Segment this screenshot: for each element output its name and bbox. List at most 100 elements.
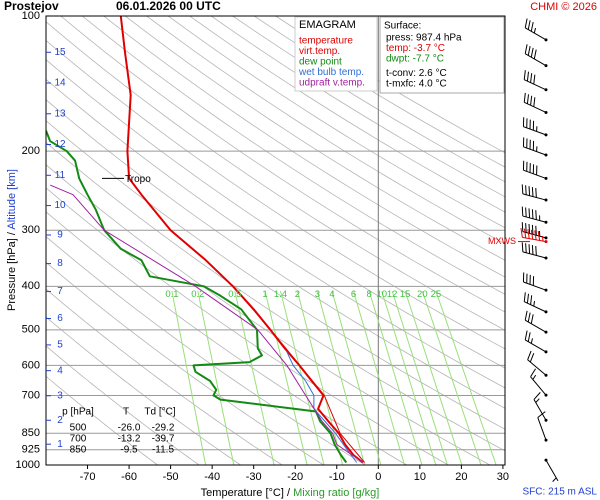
dry-adiabat <box>210 16 505 198</box>
mixing-ratio-label: 20 <box>417 289 428 300</box>
barb <box>521 242 524 252</box>
barb <box>524 330 528 341</box>
table-cell: 700 <box>70 434 87 445</box>
barb <box>525 185 527 195</box>
barb-station <box>544 310 548 314</box>
altitude-label: 15 <box>54 47 66 58</box>
dry-adiabat <box>46 21 505 331</box>
wind-barb <box>522 272 548 292</box>
half-barb <box>535 398 540 403</box>
barb <box>523 228 527 239</box>
mixing-ratio-label: 1.4 <box>274 289 287 300</box>
barb-staff <box>524 319 547 333</box>
wind-barb <box>537 411 548 442</box>
barb <box>533 392 541 400</box>
ylabel: Pressure [hPa] <box>6 238 18 311</box>
dry-adiabat <box>46 99 505 409</box>
barb-station <box>544 110 548 114</box>
altitude-label: 3 <box>57 390 63 401</box>
barb-staff <box>522 215 547 223</box>
barb <box>533 97 536 107</box>
barb-staff <box>522 251 547 259</box>
half-barb <box>552 477 557 482</box>
barb <box>530 295 533 305</box>
dry-adiabat <box>46 39 505 350</box>
altitude-label: 12 <box>54 139 66 150</box>
dry-adiabat <box>46 59 505 369</box>
barb <box>529 353 535 363</box>
half-barb <box>533 300 536 307</box>
barb <box>531 209 534 219</box>
altitude-label: 4 <box>57 365 63 376</box>
wind-barb <box>521 242 548 260</box>
dry-adiabat <box>189 16 505 213</box>
y-axis-title: Pressure [hPa] / Altitude [km] <box>6 169 18 311</box>
barb-station <box>544 256 548 260</box>
altitude-label: 9 <box>57 230 63 241</box>
barb-staff <box>523 146 547 156</box>
table-cell: -9.5 <box>120 445 138 456</box>
tropopause-label: Tropo <box>125 174 151 185</box>
mixing-ratio-line <box>171 291 207 465</box>
table-header: p [hPa] <box>62 407 94 418</box>
barb-staff <box>524 101 547 113</box>
barb-station <box>544 220 548 224</box>
barb <box>526 94 530 104</box>
profile-line <box>50 184 364 463</box>
barb <box>525 207 527 217</box>
legend-entry: wet bulb temp. <box>298 67 364 78</box>
wind-barb <box>522 137 548 157</box>
barb-station <box>544 133 548 137</box>
table-cell: -13.2 <box>118 434 141 445</box>
barb-station <box>544 236 548 240</box>
barb-station <box>544 330 548 334</box>
barb-station <box>544 373 548 377</box>
mxws-label: MXWS <box>488 236 516 246</box>
barb-staff <box>537 417 547 441</box>
barb-staff <box>523 281 547 291</box>
barb-station <box>544 288 548 292</box>
x-tick-label: -30 <box>246 471 262 483</box>
half-barb <box>530 338 533 344</box>
y-tick-label: 300 <box>22 224 40 236</box>
credit: CHMI © 2026 <box>530 1 597 13</box>
surface-line: dwpt: -7.7 °C <box>386 54 444 65</box>
mixing-ratio-label: 25 <box>431 289 442 300</box>
xlabel: Temperature [°C] <box>201 487 284 499</box>
y-tick-label: 700 <box>22 389 40 401</box>
barb-station <box>544 350 548 354</box>
barb <box>530 229 534 240</box>
wind-barb <box>523 70 548 92</box>
barb <box>524 18 528 28</box>
surface-line: temp: -3.7 °C <box>386 43 445 54</box>
dry-adiabat <box>81 16 505 295</box>
mixing-ratio-line <box>234 291 275 465</box>
barb <box>531 224 534 235</box>
barb-station <box>544 198 548 202</box>
mixing-ratio-label: 12 <box>387 289 398 300</box>
barb-station <box>544 458 548 462</box>
table-header: Td [°C] <box>144 407 175 418</box>
barb-station <box>544 153 548 157</box>
y-tick-label: 100 <box>22 10 40 22</box>
barb-staff <box>530 376 547 396</box>
barb <box>530 368 536 378</box>
mixing-ratio-label: 0.5 <box>228 289 241 300</box>
barb <box>527 20 531 30</box>
barb <box>530 73 533 83</box>
barb <box>523 92 526 103</box>
barb-station <box>544 88 548 92</box>
barb <box>527 350 532 360</box>
table-cell: 500 <box>70 423 87 434</box>
mixing-ratio-label: 4 <box>329 289 334 300</box>
dry-adiabat <box>46 120 505 430</box>
barb-staff <box>523 169 547 179</box>
altitude-label: 13 <box>54 108 66 119</box>
table-cell: -26.0 <box>118 423 141 434</box>
barb <box>528 208 531 218</box>
wind-barb <box>524 310 548 334</box>
barb <box>525 243 527 253</box>
mixing-ratio-label: 0.1 <box>165 289 178 300</box>
mixing-ratio-label: 15 <box>400 289 411 300</box>
